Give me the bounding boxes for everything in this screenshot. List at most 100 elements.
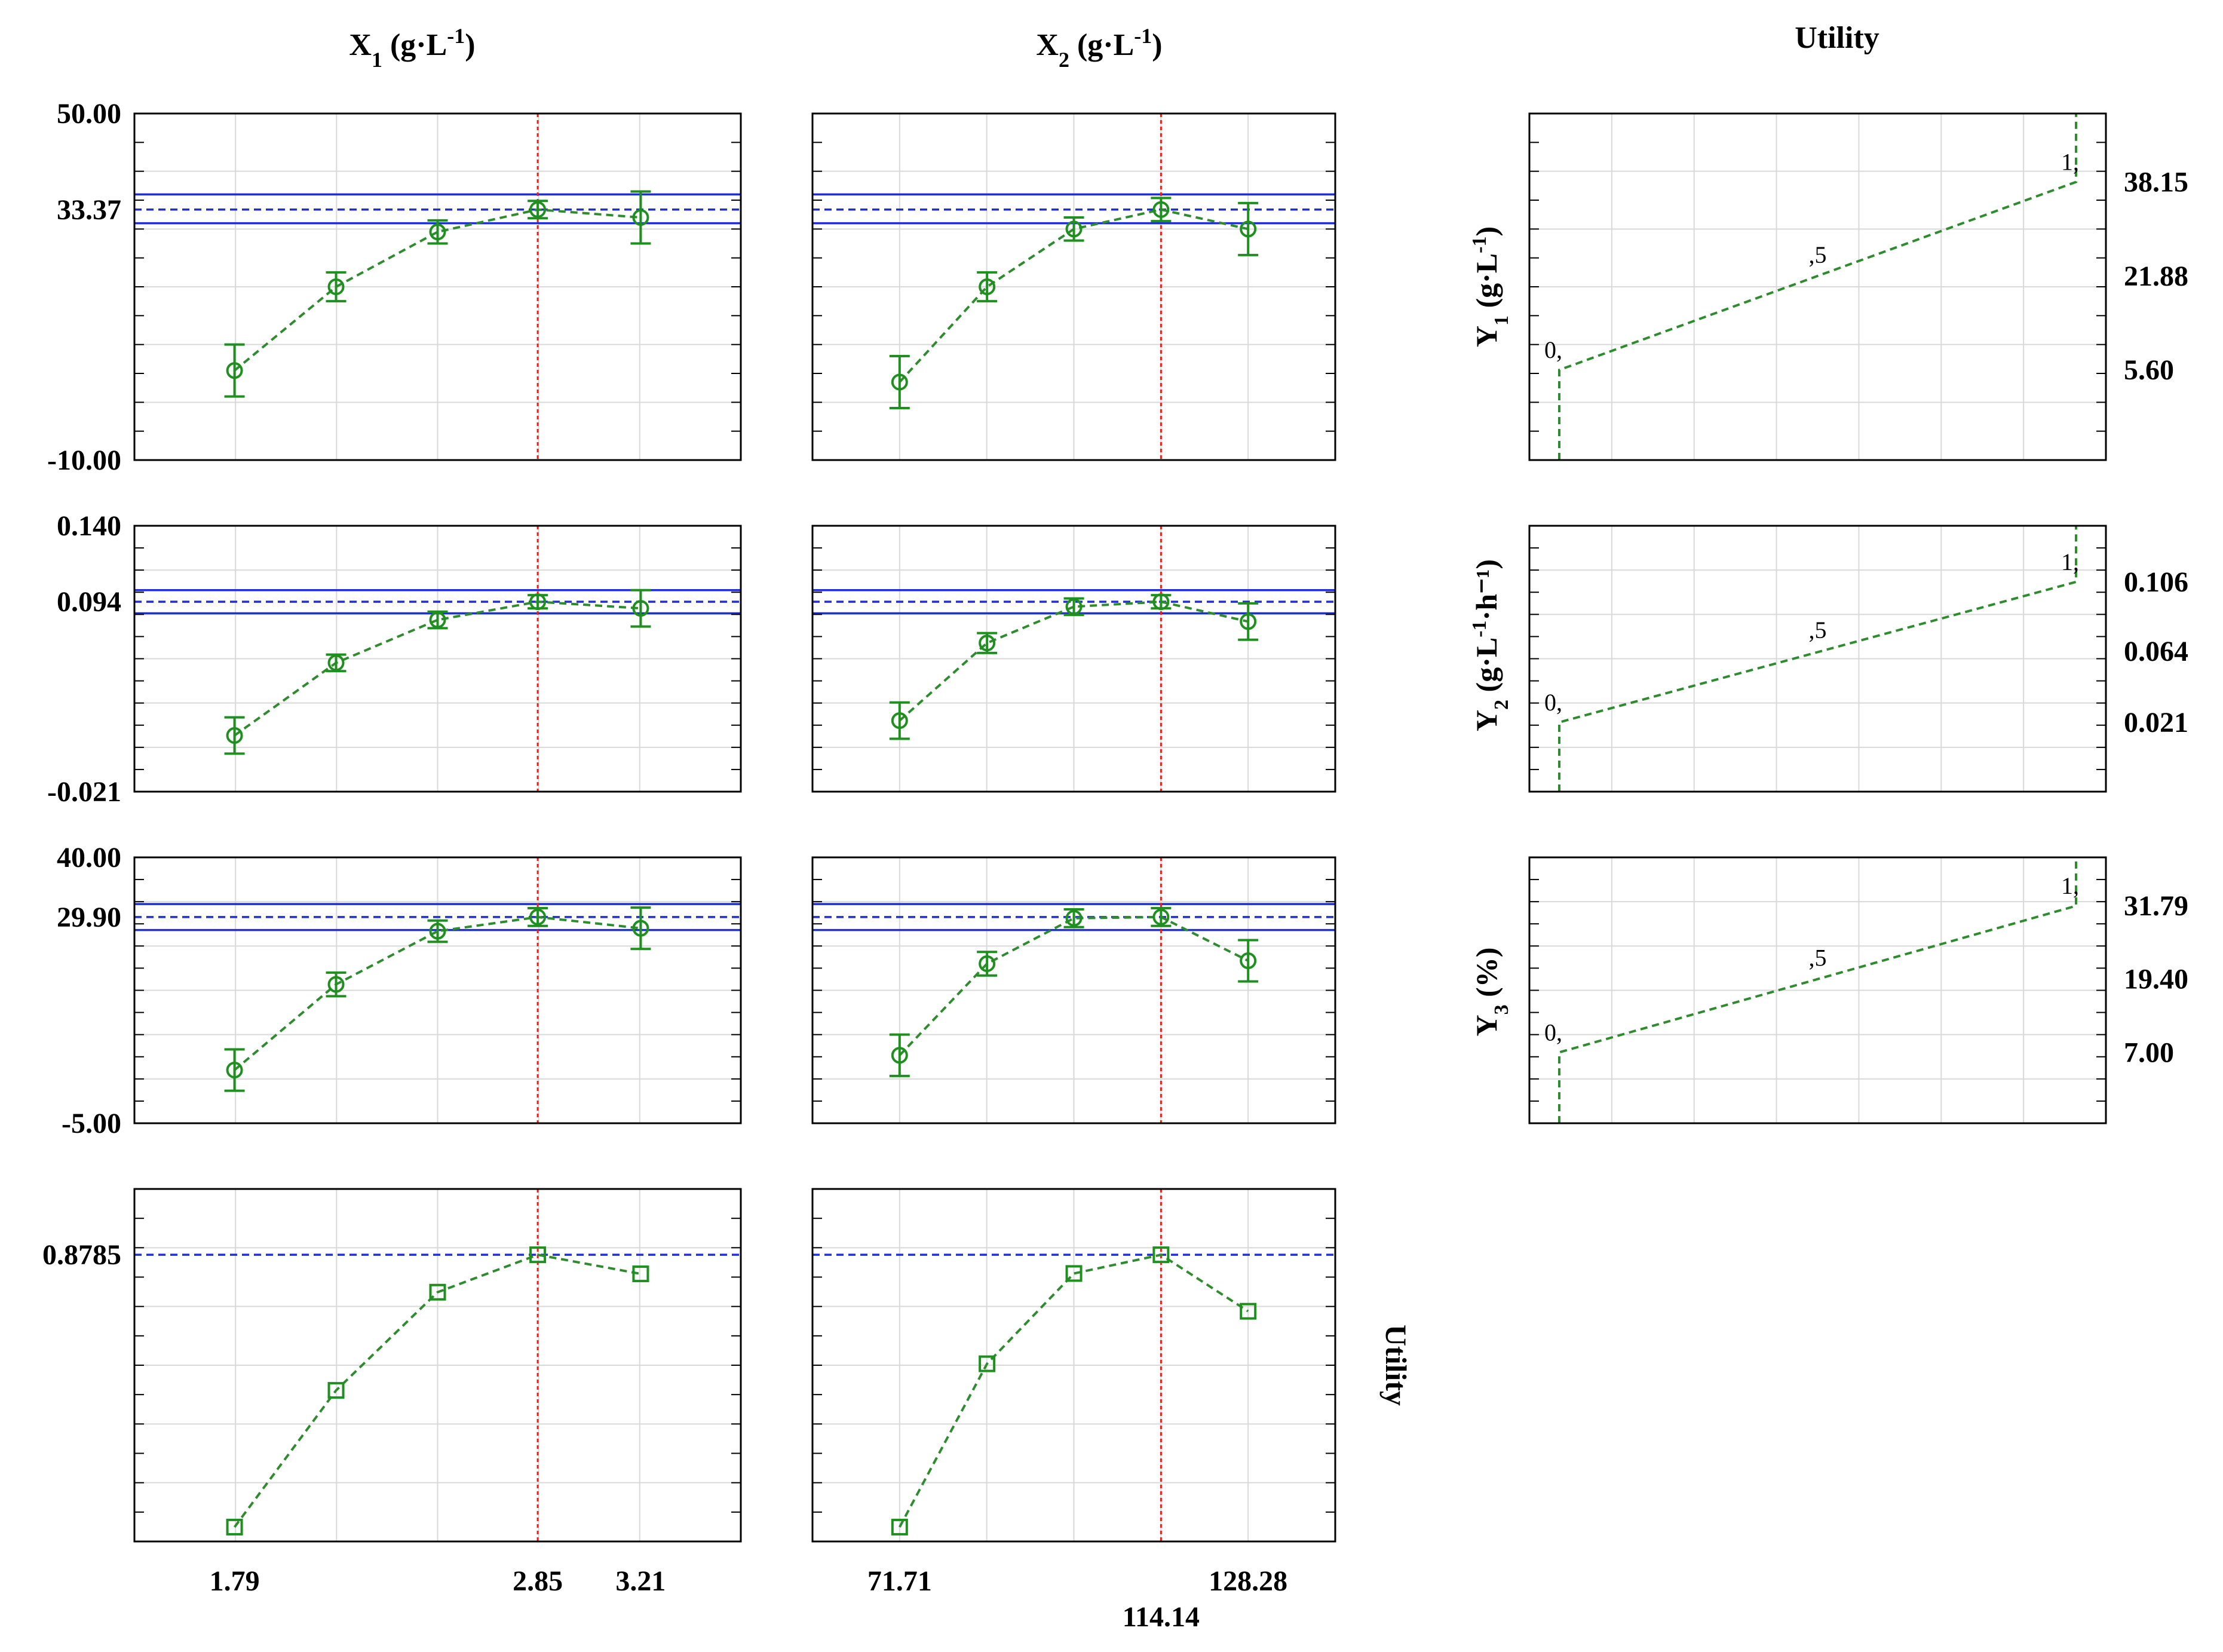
y2-x2-data-point [1065, 598, 1083, 615]
y2-x1-data-point [327, 654, 345, 672]
desirability-x1-panel: 0.8785 1.79 2.85 3.21 [42, 1188, 742, 1597]
y3-utility-ytick-label: 7.00 [2124, 1037, 2174, 1068]
y2-x2-panel [811, 525, 1336, 793]
y1-x1-panel: 50.00 33.37 -10.00 [47, 98, 742, 476]
y1-x1-data-point [529, 201, 547, 218]
y1-x1-data-point [327, 278, 345, 295]
y3-utility-frame [1528, 856, 2107, 1124]
y2-utility-desirability-trace [1558, 526, 2077, 792]
x2-xtick-label: 114.14 [1123, 1601, 1200, 1633]
y2-utility-frame [1528, 525, 2107, 793]
y3-x2-data-point [1240, 952, 1257, 970]
y1-x2-data-point [1152, 201, 1170, 218]
y2-utility-utility-label: 0, [1544, 689, 1562, 716]
desirability-row-label: Utility [1379, 1325, 1413, 1406]
desirability-x2-panel: 71.71 128.28 114.14 [811, 1188, 1336, 1633]
y3-x1-data-point [429, 922, 446, 940]
y1-x1-profile-trace [234, 208, 641, 372]
y2-x1-data-point [632, 600, 649, 617]
y3-utility-utility-label: 0, [1544, 1019, 1562, 1046]
y3-utility-utility-label: 1, [2061, 872, 2079, 899]
y1-utility-ytick-label: 21.88 [2124, 260, 2188, 292]
y3-x2-data-point [1065, 909, 1083, 927]
y2-x2-frame [811, 525, 1336, 793]
desirability-x2-data-point [1152, 1246, 1170, 1264]
y3-ytick-label: -5.00 [62, 1108, 121, 1139]
y2-utility-ytick-label: 0.064 [2124, 636, 2188, 667]
y1-x1-data-point [429, 223, 446, 241]
y3-ytick-label: 40.00 [57, 842, 121, 873]
y2-x1-panel: 0.140 0.094 -0.021 [47, 510, 742, 808]
y1-x2-data-point [1240, 220, 1257, 238]
x1-xtick-label: 2.85 [513, 1565, 563, 1597]
desirability-x1-data-point [632, 1265, 649, 1283]
y1-utility-utility-label: 0, [1544, 336, 1562, 363]
desirability-x1-data-point [327, 1382, 345, 1399]
x2-column-title: X2 (g·L-1) [1036, 24, 1162, 72]
y2-x1-data-point [529, 593, 547, 611]
y2-utility-panel: 0, ,5 1, 0.106 0.064 0.021 [1528, 525, 2188, 793]
x1-xtick-label: 3.21 [615, 1565, 666, 1597]
y1-x2-data-point [891, 373, 908, 391]
y3-utility-ytick-label: 19.40 [2124, 964, 2188, 995]
desirability-x2-data-point [891, 1518, 908, 1535]
y1-x2-panel [811, 112, 1336, 461]
desirability-x1-data-point [529, 1246, 547, 1264]
y3-x2-data-point [979, 955, 996, 972]
y2-x1-data-point [226, 727, 243, 744]
y2-ytick-label: 0.094 [57, 586, 121, 618]
y3-x1-panel: 40.00 29.90 -5.00 [57, 842, 742, 1139]
y2-x1-frame [133, 525, 742, 793]
y3-ytick-label: 29.90 [57, 902, 121, 933]
desirability-x1-data-point [429, 1283, 446, 1301]
y2-row-label: Y2 (g·L-1·h⁻¹) [1468, 559, 1513, 731]
y3-x2-profile-trace [899, 915, 1249, 1056]
y1-row-label: Y1 (g·L-1) [1468, 226, 1513, 347]
x2-xtick-label: 71.71 [867, 1565, 932, 1597]
desirability-x1-data-point [226, 1518, 243, 1535]
desirability-x2-profile-trace [899, 1253, 1249, 1528]
y1-utility-desirability-trace [1558, 114, 2077, 460]
y2-utility-utility-label: ,5 [1809, 617, 1827, 643]
y2-x2-data-point [979, 635, 996, 652]
y3-utility-ytick-label: 31.79 [2124, 890, 2188, 922]
y3-x2-data-point [891, 1047, 908, 1064]
y2-ytick-label: -0.021 [47, 776, 121, 808]
y3-utility-panel: 0, ,5 1, 31.79 19.40 7.00 [1528, 856, 2188, 1124]
y3-x2-data-point [1152, 908, 1170, 925]
y3-x1-frame [133, 856, 742, 1124]
desirability-x1-profile-trace [233, 1253, 641, 1528]
x1-xtick-label: 1.79 [210, 1565, 260, 1597]
desirability-x2-data-point [979, 1355, 996, 1372]
desirability-x1-frame [133, 1188, 742, 1543]
y3-utility-utility-label: ,5 [1809, 945, 1827, 971]
y1-x1-data-point [632, 209, 649, 226]
y3-x2-panel [811, 856, 1336, 1124]
y1-utility-ytick-label: 5.60 [2124, 354, 2174, 386]
y1-ytick-label: -10.00 [47, 445, 121, 476]
utility-column-title: Utility [1795, 21, 1879, 55]
desirability-x2-data-point [1240, 1302, 1257, 1320]
y1-utility-panel: 0, ,5 1, 38.15 21.88 5.60 [1528, 112, 2188, 461]
x2-xtick-label: 128.28 [1209, 1565, 1287, 1597]
y2-x1-data-point [429, 611, 446, 629]
y1-utility-utility-label: 1, [2061, 149, 2079, 176]
y1-x2-data-point [1065, 220, 1083, 238]
y1-utility-frame [1528, 112, 2107, 461]
y2-utility-utility-label: 1, [2061, 548, 2079, 575]
y3-x1-data-point [226, 1062, 243, 1078]
y2-x2-data-point [1152, 593, 1170, 611]
y2-ytick-label: 0.140 [57, 510, 121, 542]
y1-x1-data-point [226, 362, 243, 379]
y1-utility-ytick-label: 38.15 [2124, 167, 2188, 198]
y1-utility-utility-label: ,5 [1809, 241, 1827, 268]
y2-x2-profile-trace [899, 600, 1249, 722]
y3-x2-frame [811, 856, 1336, 1124]
y2-x1-profile-trace [234, 600, 641, 737]
y3-row-label: Y3 (%) [1470, 948, 1513, 1037]
y3-x1-data-point [327, 976, 345, 993]
y1-ytick-label: 33.37 [57, 194, 121, 226]
y2-utility-ytick-label: 0.106 [2124, 566, 2188, 598]
x1-column-title: X1 (g·L-1) [349, 24, 475, 72]
